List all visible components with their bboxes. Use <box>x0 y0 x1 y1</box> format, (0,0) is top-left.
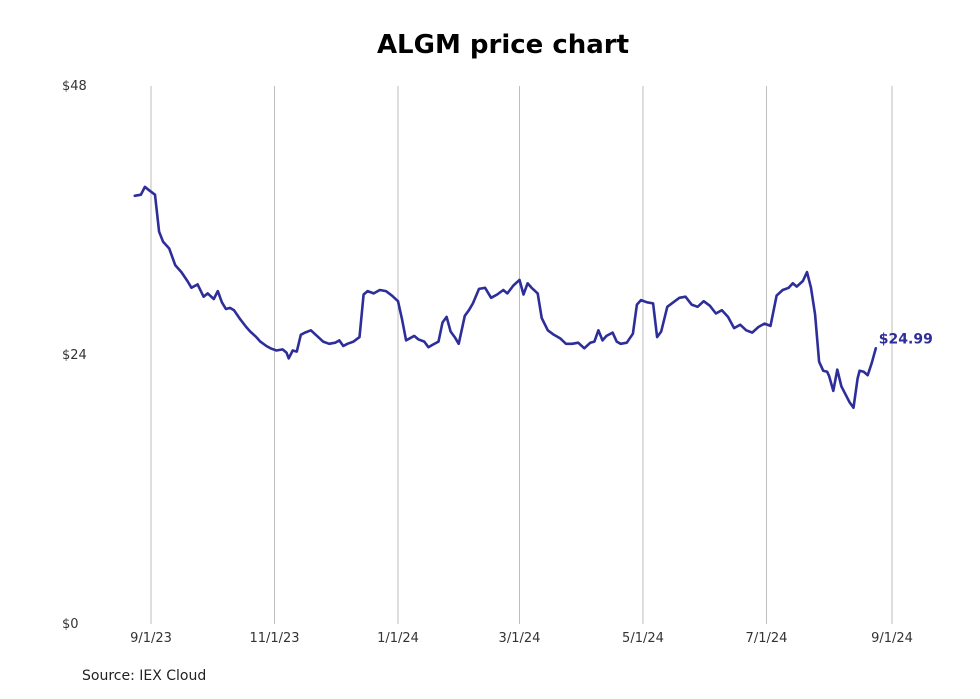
chart-title: ALGM price chart <box>376 30 630 60</box>
x-tick-label: 9/1/23 <box>130 631 172 646</box>
y-tick-label: $48 <box>62 79 87 94</box>
price-line <box>133 185 878 409</box>
axis-labels: 9/1/23 11/1/23 1/1/24 3/1/24 5/1/24 7/1/24 9/1… <box>62 79 913 646</box>
last-price-label: $24.99 <box>879 331 933 347</box>
x-tick-label: 1/1/24 <box>377 631 419 646</box>
x-tick-label: 11/1/23 <box>249 631 299 646</box>
series-layer: $24.99 <box>133 185 933 409</box>
grid-lines <box>150 86 893 624</box>
x-tick-label: 7/1/24 <box>746 631 788 646</box>
x-tick-label: 3/1/24 <box>499 631 541 646</box>
x-tick-label: 9/1/24 <box>871 631 913 646</box>
y-tick-label: $0 <box>62 617 79 632</box>
y-tick-label: $24 <box>62 348 87 363</box>
x-tick-label: 5/1/24 <box>622 631 664 646</box>
source-note: Source: IEX Cloud <box>82 668 207 684</box>
